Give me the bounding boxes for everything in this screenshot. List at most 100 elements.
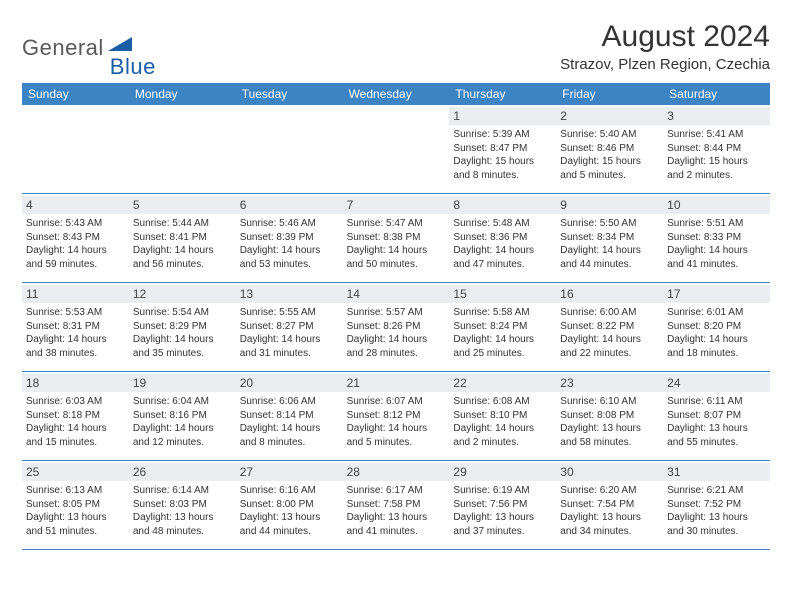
sunset-text: Sunset: 8:12 PM xyxy=(347,409,446,423)
title-block: August 2024 Strazov, Plzen Region, Czech… xyxy=(560,20,770,73)
weekday-header: Saturday xyxy=(663,83,770,105)
sunset-text: Sunset: 8:43 PM xyxy=(26,231,125,245)
day-number: 29 xyxy=(449,463,556,481)
day-number: 12 xyxy=(129,285,236,303)
sunrise-text: Sunrise: 6:08 AM xyxy=(453,395,552,409)
logo-text-blue: Blue xyxy=(110,54,156,80)
sunset-text: Sunset: 8:05 PM xyxy=(26,498,125,512)
daylight-text: Daylight: 14 hours and 8 minutes. xyxy=(240,422,339,449)
weekday-header: Wednesday xyxy=(343,83,450,105)
sunrise-text: Sunrise: 6:19 AM xyxy=(453,484,552,498)
sunrise-text: Sunrise: 6:21 AM xyxy=(667,484,766,498)
sunset-text: Sunset: 8:31 PM xyxy=(26,320,125,334)
sunset-text: Sunset: 8:26 PM xyxy=(347,320,446,334)
weekday-header-row: Sunday Monday Tuesday Wednesday Thursday… xyxy=(22,83,770,105)
sunset-text: Sunset: 7:54 PM xyxy=(560,498,659,512)
calendar-cell: 19Sunrise: 6:04 AMSunset: 8:16 PMDayligh… xyxy=(129,372,236,460)
sunrise-text: Sunrise: 5:48 AM xyxy=(453,217,552,231)
sunrise-text: Sunrise: 6:10 AM xyxy=(560,395,659,409)
calendar-cell: 4 Sunrise: 5:43 AMSunset: 8:43 PMDaylight… xyxy=(22,194,129,282)
day-number: 24 xyxy=(663,374,770,392)
day-number: 30 xyxy=(556,463,663,481)
month-year: August 2024 xyxy=(560,20,770,54)
calendar-cell xyxy=(129,105,236,193)
calendar-cell: 28Sunrise: 6:17 AMSunset: 7:58 PMDayligh… xyxy=(343,461,450,549)
day-number: 8 xyxy=(449,196,556,214)
sunrise-text: Sunrise: 5:53 AM xyxy=(26,306,125,320)
sunset-text: Sunset: 8:08 PM xyxy=(560,409,659,423)
calendar-cell: 27Sunrise: 6:16 AMSunset: 8:00 PMDayligh… xyxy=(236,461,343,549)
calendar-cell: 6Sunrise: 5:46 AMSunset: 8:39 PMDaylight… xyxy=(236,194,343,282)
weekday-header: Tuesday xyxy=(236,83,343,105)
calendar-cell: 3Sunrise: 5:41 AMSunset: 8:44 PMDaylight… xyxy=(663,105,770,193)
calendar-cell: 14 Sunrise: 5:57 AMSunset: 8:26 PMDayligh… xyxy=(343,283,450,371)
day-number: 1 xyxy=(449,107,556,125)
calendar-cell: 26Sunrise: 6:14 AMSunset: 8:03 PMDayligh… xyxy=(129,461,236,549)
calendar-cell xyxy=(236,105,343,193)
weekday-header: Monday xyxy=(129,83,236,105)
day-number: 2 xyxy=(556,107,663,125)
sunrise-text: Sunrise: 5:58 AM xyxy=(453,306,552,320)
day-number: 6 xyxy=(236,196,343,214)
sunrise-text: Sunrise: 5:43 AM xyxy=(26,217,125,231)
calendar-cell: 7Sunrise: 5:47 AMSunset: 8:38 PMDaylight… xyxy=(343,194,450,282)
daylight-text: Daylight: 15 hours and 2 minutes. xyxy=(667,155,766,182)
location: Strazov, Plzen Region, Czechia xyxy=(560,56,770,73)
daylight-text: Daylight: 13 hours and 44 minutes. xyxy=(240,511,339,538)
calendar-cell: 11 Sunrise: 5:53 AMSunset: 8:31 PMDayligh… xyxy=(22,283,129,371)
sunrise-text: Sunrise: 6:01 AM xyxy=(667,306,766,320)
calendar-cell: 12Sunrise: 5:54 AMSunset: 8:29 PMDayligh… xyxy=(129,283,236,371)
day-number: 19 xyxy=(129,374,236,392)
sunset-text: Sunset: 8:46 PM xyxy=(560,142,659,156)
daylight-text: Daylight: 14 hours and 47 minutes. xyxy=(453,244,552,271)
sunset-text: Sunset: 8:22 PM xyxy=(560,320,659,334)
day-number: 21 xyxy=(343,374,450,392)
calendar-cell: 13Sunrise: 5:55 AMSunset: 8:27 PMDayligh… xyxy=(236,283,343,371)
sunrise-text: Sunrise: 6:03 AM xyxy=(26,395,125,409)
header: General Blue August 2024 Strazov, Plzen … xyxy=(22,20,770,73)
day-number: 13 xyxy=(236,285,343,303)
sunrise-text: Sunrise: 6:07 AM xyxy=(347,395,446,409)
daylight-text: Daylight: 13 hours and 48 minutes. xyxy=(133,511,232,538)
sunrise-text: Sunrise: 5:46 AM xyxy=(240,217,339,231)
weekday-header: Thursday xyxy=(449,83,556,105)
sunrise-text: Sunrise: 6:13 AM xyxy=(26,484,125,498)
calendar-week: 18Sunrise: 6:03 AMSunset: 8:18 PMDayligh… xyxy=(22,372,770,461)
sunset-text: Sunset: 8:07 PM xyxy=(667,409,766,423)
sunrise-text: Sunrise: 6:17 AM xyxy=(347,484,446,498)
daylight-text: Daylight: 14 hours and 50 minutes. xyxy=(347,244,446,271)
day-number: 10 xyxy=(663,196,770,214)
sunrise-text: Sunrise: 5:51 AM xyxy=(667,217,766,231)
weekday-header: Sunday xyxy=(22,83,129,105)
sunset-text: Sunset: 8:33 PM xyxy=(667,231,766,245)
daylight-text: Daylight: 14 hours and 59 minutes. xyxy=(26,244,125,271)
daylight-text: Daylight: 15 hours and 5 minutes. xyxy=(560,155,659,182)
logo: General Blue xyxy=(22,20,156,70)
sunrise-text: Sunrise: 6:14 AM xyxy=(133,484,232,498)
daylight-text: Daylight: 14 hours and 35 minutes. xyxy=(133,333,232,360)
day-number: 28 xyxy=(343,463,450,481)
sunrise-text: Sunrise: 5:47 AM xyxy=(347,217,446,231)
day-number: 26 xyxy=(129,463,236,481)
calendar-grid: 1Sunrise: 5:39 AMSunset: 8:47 PMDaylight… xyxy=(22,105,770,550)
sunset-text: Sunset: 8:47 PM xyxy=(453,142,552,156)
day-number: 9 xyxy=(556,196,663,214)
day-number: 11 xyxy=(22,285,129,303)
sunrise-text: Sunrise: 6:11 AM xyxy=(667,395,766,409)
daylight-text: Daylight: 14 hours and 25 minutes. xyxy=(453,333,552,360)
day-number: 4 xyxy=(22,196,129,214)
sunrise-text: Sunrise: 6:16 AM xyxy=(240,484,339,498)
sunrise-text: Sunrise: 6:00 AM xyxy=(560,306,659,320)
sunset-text: Sunset: 8:16 PM xyxy=(133,409,232,423)
day-number: 22 xyxy=(449,374,556,392)
daylight-text: Daylight: 14 hours and 12 minutes. xyxy=(133,422,232,449)
daylight-text: Daylight: 14 hours and 28 minutes. xyxy=(347,333,446,360)
daylight-text: Daylight: 14 hours and 38 minutes. xyxy=(26,333,125,360)
sunset-text: Sunset: 7:52 PM xyxy=(667,498,766,512)
sunrise-text: Sunrise: 5:57 AM xyxy=(347,306,446,320)
calendar-cell: 30Sunrise: 6:20 AMSunset: 7:54 PMDayligh… xyxy=(556,461,663,549)
day-number: 14 xyxy=(343,285,450,303)
calendar-cell: 15Sunrise: 5:58 AMSunset: 8:24 PMDayligh… xyxy=(449,283,556,371)
day-number: 3 xyxy=(663,107,770,125)
calendar-cell: 22Sunrise: 6:08 AMSunset: 8:10 PMDayligh… xyxy=(449,372,556,460)
